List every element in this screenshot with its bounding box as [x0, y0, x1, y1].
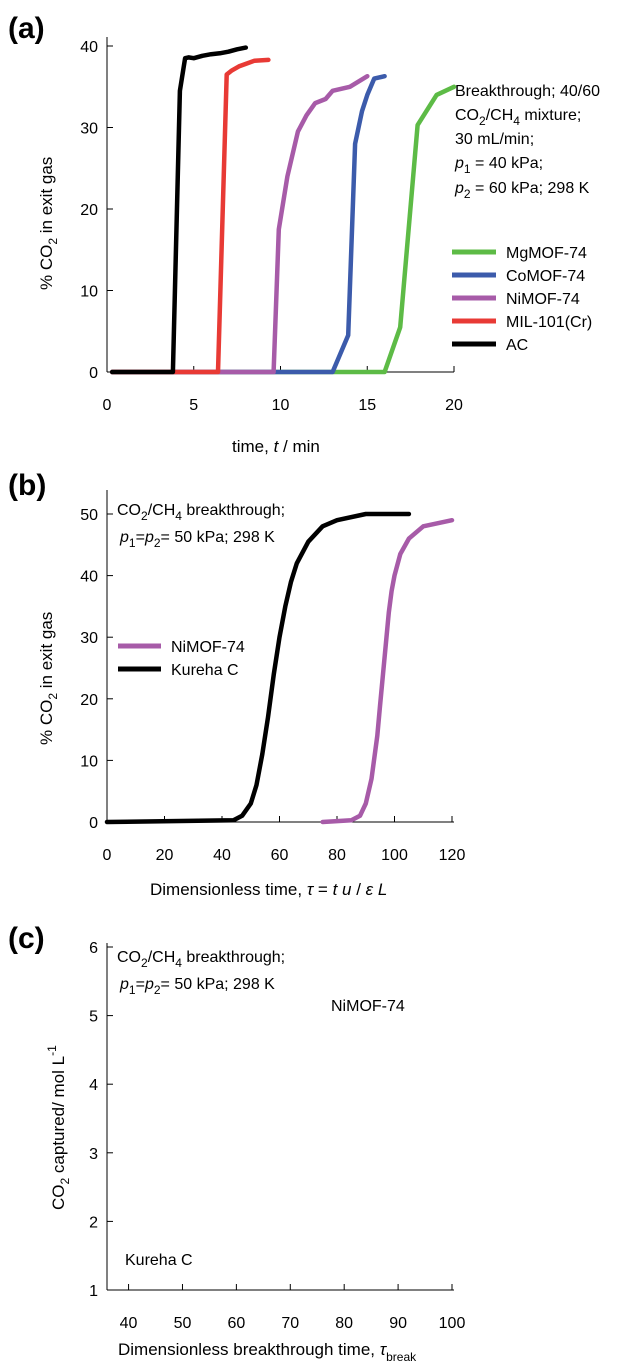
- panel-c-ylabel: CO2 captured/ mol L-1: [45, 1045, 72, 1210]
- series-line-comof-74: [109, 73, 387, 375]
- panel-a-series: [109, 45, 457, 375]
- x-tick-label: 100: [439, 1315, 466, 1332]
- annotation-line: CO2/CH4 breakthrough;: [117, 502, 285, 523]
- panel-a-legend: MgMOF-74 CoMOF-74 NiMOF-74 MIL-101(Cr) AC: [452, 245, 592, 354]
- panel-c-annotation: CO2/CH4 breakthrough; p1=p2= 50 kPa; 298…: [117, 949, 285, 997]
- y-tick-label: 30: [80, 630, 98, 647]
- y-tick-label: 1: [89, 1283, 98, 1300]
- y-tick-label: 40: [80, 569, 98, 586]
- y-tick-label: 3: [89, 1146, 98, 1163]
- legend-label-mil-101-cr: MIL-101(Cr): [506, 314, 592, 331]
- y-tick-label: 0: [89, 365, 98, 382]
- panel-a-ylabel: % CO2 in exit gas: [37, 157, 60, 290]
- legend-label-nimof-74: NiMOF-74: [506, 291, 580, 308]
- legend-label-mgmof-74: MgMOF-74: [506, 245, 587, 262]
- x-tick-label: 5: [189, 397, 198, 414]
- panel-c-ticks: 40 50 60 70 80 90 100 1 2 3 4 5 6: [89, 940, 465, 1332]
- x-tick-label: 80: [328, 847, 346, 864]
- point-label-nimof74: NiMOF-74: [331, 998, 405, 1015]
- panel-b-ylabel: % CO2 in exit gas: [37, 612, 60, 745]
- panel-b-legend: NiMOF-74 Kureha C: [118, 639, 245, 679]
- x-tick-label: 40: [213, 847, 231, 864]
- annotation-line: p1=p2= 50 kPa; 298 K: [119, 529, 275, 550]
- x-tick-label: 80: [335, 1315, 353, 1332]
- series-line-ac: [109, 45, 249, 375]
- panel-c-label: (c): [8, 922, 45, 955]
- x-tick-label: 60: [271, 847, 289, 864]
- panel-c-xlabel: Dimensionless breakthrough time, τbreak: [118, 1340, 417, 1362]
- y-tick-label: 6: [89, 940, 98, 957]
- x-tick-label: 90: [389, 1315, 407, 1332]
- annotation-line: 30 mL/min;: [455, 131, 534, 148]
- annotation-line: p1 = 40 kPa;: [454, 155, 543, 176]
- legend-label-kureha-c: Kureha C: [171, 662, 239, 679]
- panel-c: (c) 40 50 60 70 80 90 100 1 2 3 4 5 6 Dimensionless …: [8, 922, 465, 1362]
- panel-b-xlabel: Dimensionless time, τ = t u / ε L: [150, 880, 387, 899]
- x-tick-label: 20: [445, 397, 463, 414]
- panel-b-ticks: 0 20 40 60 80 100 120 0 10 20 30 40 50: [80, 507, 465, 864]
- y-tick-label: 20: [80, 692, 98, 709]
- series-line-kureha-c: [104, 511, 412, 825]
- x-tick-label: 15: [358, 397, 376, 414]
- panel-a-xlabel: time, t / min: [232, 437, 320, 456]
- x-tick-label: 20: [156, 847, 174, 864]
- y-tick-label: 0: [89, 815, 98, 832]
- y-tick-label: 40: [80, 39, 98, 56]
- y-tick-label: 10: [80, 284, 98, 301]
- y-tick-label: 5: [89, 1009, 98, 1026]
- panel-a-annotation: Breakthrough; 40/60 CO2/CH4 mixture; 30 …: [454, 83, 600, 201]
- legend-label-comof-74: CoMOF-74: [506, 268, 585, 285]
- legend-label-ac: AC: [506, 337, 528, 354]
- panel-a: (a) 0 5 10 15 20 0 10 20 30 40 time, t / min % CO…: [8, 12, 600, 456]
- y-tick-label: 50: [80, 507, 98, 524]
- y-tick-label: 20: [80, 202, 98, 219]
- series-line-mgmof-74: [109, 84, 457, 375]
- annotation-line: CO2/CH4 breakthrough;: [117, 949, 285, 970]
- panel-b-annotation: CO2/CH4 breakthrough; p1=p2= 50 kPa; 298…: [117, 502, 285, 550]
- annotation-line: p1=p2= 50 kPa; 298 K: [119, 976, 275, 997]
- annotation-line: p2 = 60 kPa; 298 K: [454, 180, 590, 201]
- x-tick-label: 60: [227, 1315, 245, 1332]
- y-tick-label: 10: [80, 753, 98, 770]
- panel-b: (b) 0 20 40 60 80 100 120 0 10 20 30 40 50 Dimension…: [8, 469, 465, 899]
- legend-label-nimof-74: NiMOF-74: [171, 639, 245, 656]
- annotation-line: CO2/CH4 mixture;: [455, 107, 581, 128]
- panel-b-series: [104, 511, 455, 825]
- y-tick-label: 4: [89, 1077, 98, 1094]
- series-line-mil-101-cr: [109, 57, 271, 375]
- y-tick-label: 30: [80, 121, 98, 138]
- x-tick-label: 70: [281, 1315, 299, 1332]
- panel-a-label: (a): [8, 12, 45, 45]
- x-tick-label: 50: [174, 1315, 192, 1332]
- x-tick-label: 120: [439, 847, 466, 864]
- panel-a-ticks: 0 5 10 15 20 0 10 20 30 40: [80, 39, 463, 414]
- x-tick-label: 0: [103, 847, 112, 864]
- x-tick-label: 100: [381, 847, 408, 864]
- series-line-nimof-74: [320, 517, 455, 825]
- y-tick-label: 2: [89, 1214, 98, 1231]
- series-line-nimof-74: [109, 73, 370, 375]
- x-tick-label: 0: [103, 397, 112, 414]
- panel-b-label: (b): [8, 469, 46, 502]
- x-tick-label: 10: [272, 397, 290, 414]
- point-label-kureha-c: Kureha C: [125, 1252, 193, 1269]
- annotation-line: Breakthrough; 40/60: [455, 83, 600, 100]
- x-tick-label: 40: [120, 1315, 138, 1332]
